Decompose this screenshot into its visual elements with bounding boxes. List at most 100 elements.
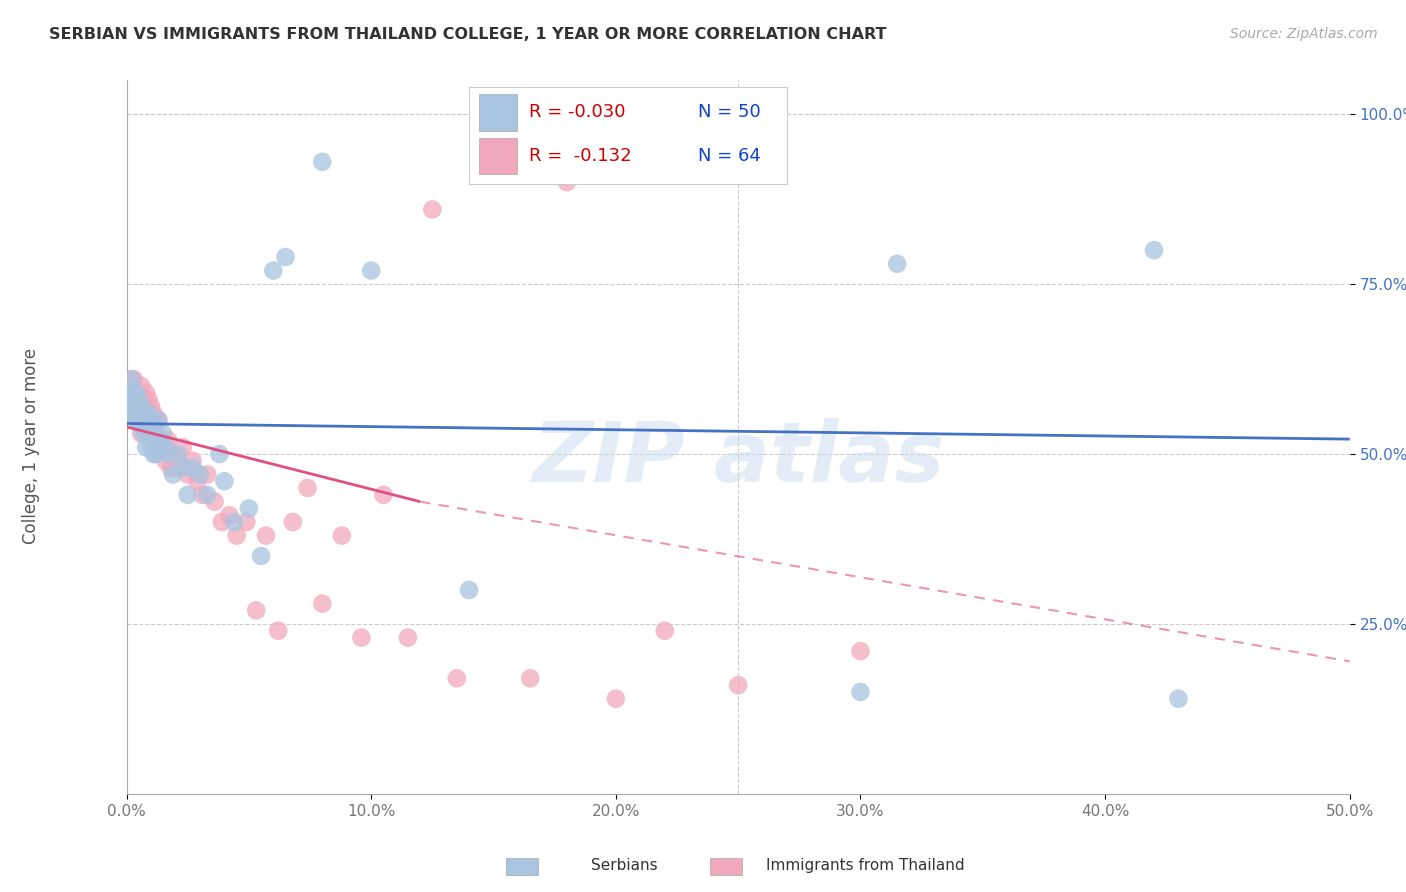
Point [122,372,145,386]
Point [225,528,247,542]
Point [135,440,157,454]
Point [482,141,505,155]
Point [125,406,148,420]
Point [122,406,145,420]
Point [139,400,162,414]
Point [886,257,908,271]
Point [129,426,152,441]
Point [125,385,148,400]
Point [167,454,190,468]
Point [191,488,214,502]
Point [129,400,152,414]
Point [152,440,174,454]
Text: ZIP atlas: ZIP atlas [531,418,945,499]
Point [214,475,236,489]
Point [132,406,155,420]
Point [1143,243,1166,257]
Point [177,467,200,482]
Text: Immigrants from Thailand: Immigrants from Thailand [766,858,965,872]
Point [727,678,749,692]
Point [145,447,167,461]
Point [157,447,180,461]
Point [118,379,141,393]
Point [142,406,165,420]
Point [330,528,353,542]
Point [118,400,141,414]
Point [149,434,172,448]
Point [129,379,152,393]
Point [135,413,157,427]
Point [181,460,204,475]
Text: College, 1 year or more: College, 1 year or more [22,348,39,544]
Point [281,515,304,529]
Point [120,392,142,407]
Point [396,631,419,645]
Point [654,624,676,638]
Point [195,467,218,482]
Point [128,413,150,427]
Point [162,467,184,482]
Point [152,426,174,441]
Point [159,460,181,475]
Point [142,434,165,448]
Point [135,385,157,400]
Point [350,631,373,645]
Point [849,685,872,699]
Point [145,426,167,441]
Point [122,385,145,400]
Point [195,488,218,502]
Point [149,434,172,448]
Point [849,644,872,658]
FancyBboxPatch shape [710,858,742,876]
Point [120,372,142,386]
Point [129,420,152,434]
Point [138,426,160,441]
Point [519,671,541,685]
Point [1167,691,1189,706]
Point [122,400,145,414]
Point [148,413,170,427]
Point [235,515,257,529]
Point [360,263,382,277]
Point [139,413,162,427]
Point [132,392,155,407]
Point [446,671,468,685]
Point [139,426,162,441]
Point [422,202,444,217]
Point [145,413,167,427]
Point [373,488,395,502]
FancyBboxPatch shape [506,858,538,876]
Point [165,460,187,475]
Point [250,549,273,563]
Point [167,447,190,461]
Point [162,447,184,461]
Point [148,413,170,427]
Point [172,460,194,475]
Point [177,488,200,502]
Point [211,515,233,529]
Point [120,392,142,407]
Point [458,582,481,597]
Point [125,385,148,400]
Point [125,413,148,427]
Text: Serbians: Serbians [591,858,657,872]
Point [142,420,165,434]
Text: Source: ZipAtlas.com: Source: ZipAtlas.com [1230,27,1378,41]
Point [138,406,160,420]
Point [172,440,194,454]
Point [132,426,155,441]
Point [128,392,150,407]
Point [135,413,157,427]
Point [118,379,141,393]
Point [128,413,150,427]
Point [181,454,204,468]
Point [311,597,333,611]
Point [118,400,141,414]
Point [128,392,150,407]
Point [142,447,165,461]
Point [555,175,578,189]
Point [605,154,627,169]
Point [129,400,152,414]
Point [311,154,333,169]
Point [204,494,226,508]
